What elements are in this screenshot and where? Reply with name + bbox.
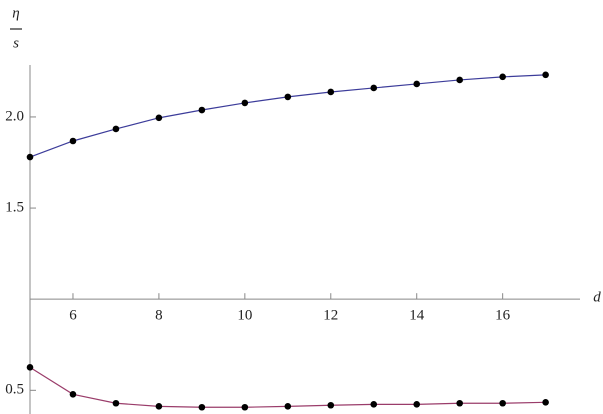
data-point xyxy=(26,153,34,161)
x-tick-label: 8 xyxy=(155,308,163,324)
y-tick-label: 1.5 xyxy=(5,200,24,216)
data-point xyxy=(413,401,421,408)
data-point xyxy=(456,76,463,84)
x-axis-label: d xyxy=(593,289,601,305)
series-line xyxy=(29,74,546,158)
data-point xyxy=(155,114,163,122)
data-point xyxy=(456,399,463,407)
y-tick-label: 2.0 xyxy=(5,108,24,124)
data-point xyxy=(69,391,77,398)
data-point xyxy=(241,99,249,107)
data-point xyxy=(370,84,378,92)
x-tick-label: 14 xyxy=(409,308,425,324)
data-point xyxy=(284,403,292,410)
data-point xyxy=(542,399,549,406)
data-point xyxy=(413,80,421,88)
y-axis-label-numerator: η xyxy=(12,5,19,21)
y-tick-label: 0.5 xyxy=(5,382,24,398)
x-tick-label: 16 xyxy=(495,308,511,324)
data-point xyxy=(69,137,77,145)
data-point xyxy=(241,403,249,411)
x-tick-label: 12 xyxy=(323,308,338,324)
data-point xyxy=(198,106,206,114)
data-point xyxy=(112,399,120,407)
data-point xyxy=(26,364,34,371)
data-point xyxy=(327,401,335,409)
data-point xyxy=(112,125,120,133)
data-point xyxy=(542,71,549,79)
data-point xyxy=(499,399,506,407)
series-line xyxy=(29,366,546,408)
data-point xyxy=(327,88,335,96)
data-point xyxy=(284,93,292,101)
data-point xyxy=(155,403,163,410)
x-tick-label: 10 xyxy=(237,308,252,324)
y-axis-label-denominator: s xyxy=(13,35,19,51)
data-point xyxy=(499,73,506,81)
data-point xyxy=(370,401,378,408)
x-tick-label: 6 xyxy=(69,308,77,324)
data-point xyxy=(198,403,206,411)
